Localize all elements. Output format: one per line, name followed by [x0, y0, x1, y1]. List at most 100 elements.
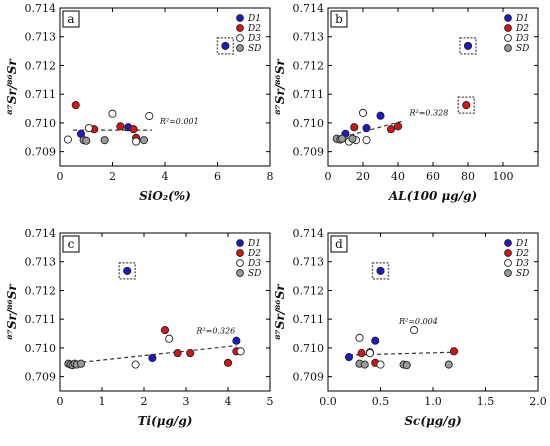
legend-marker-D3 — [236, 259, 244, 267]
point-D3 — [84, 124, 93, 133]
legend-marker-SD — [236, 269, 244, 277]
point-SD — [76, 359, 86, 368]
legend-marker-D2 — [504, 249, 512, 257]
panel-a: 0.709 0.710 0.711 0.712 0.713 0.714 0 2 4 6 8 SiO₂(… — [5, 2, 274, 203]
y-tick-label: 0.711 — [293, 313, 325, 326]
point-D3 — [108, 109, 117, 118]
outlier-box — [459, 37, 477, 55]
outlier-box — [216, 37, 235, 55]
r2-label: R²=0.326 — [195, 327, 235, 336]
y-tick-label: 0.712 — [293, 284, 325, 297]
y-tick-label: 0.709 — [25, 371, 57, 384]
point-D1 — [376, 266, 385, 275]
panel-d: 0.709 0.710 0.711 0.712 0.713 0.714 0.0 0.5 1.0 1… — [273, 227, 547, 428]
panel-letter-box — [62, 10, 80, 28]
point-SD — [444, 360, 453, 369]
legend-label-D1: D1 — [247, 14, 261, 24]
point-D1 — [123, 266, 132, 275]
y-tick-label: 0.711 — [293, 88, 325, 101]
legend-marker-SD — [236, 44, 244, 52]
point-D1 — [362, 124, 371, 133]
y-tick-label: 0.709 — [293, 146, 325, 159]
point-D2 — [160, 326, 170, 335]
x-tick-label: 40 — [391, 170, 405, 183]
point-D2 — [350, 123, 359, 132]
point-D3 — [362, 136, 371, 145]
point-D3 — [355, 333, 364, 342]
legend-label-D1: D1 — [515, 239, 529, 249]
point-D2 — [393, 122, 403, 131]
x-tick-label: 2.0 — [529, 395, 547, 408]
x-axis-label: Ti(μg/g) — [138, 414, 193, 428]
y-tick-label: 0.713 — [293, 256, 325, 269]
y-tick-label: 0.713 — [25, 31, 57, 44]
r2-label: R²=0.328 — [409, 108, 449, 117]
legend-marker-SD — [504, 44, 512, 52]
point-D3 — [132, 137, 141, 146]
legend-marker-D3 — [236, 34, 244, 42]
point-D1 — [371, 336, 380, 345]
point-D1 — [221, 41, 230, 50]
outlier-box — [118, 262, 136, 280]
x-tick-label: 0 — [57, 170, 64, 183]
plot-frame — [59, 232, 271, 392]
point-SD — [337, 134, 347, 143]
y-tick-label: 0.712 — [25, 59, 57, 72]
x-tick-label: 8 — [267, 170, 274, 183]
y-tick-label: 0.709 — [25, 146, 57, 159]
y-tick-label: 0.710 — [25, 117, 57, 130]
panel-letter: a — [67, 12, 74, 26]
legend-label-D3: D3 — [515, 259, 529, 269]
panel-c: 0.709 0.710 0.711 0.712 0.713 0.714 0 1 2 3 4 5 Ti(μ… — [5, 227, 274, 428]
y-axis-label: ⁸⁷Sr/⁸⁶Sr — [273, 283, 287, 340]
point-SD — [348, 134, 357, 143]
legend-label-SD: SD — [248, 269, 261, 279]
x-tick-label: 3 — [183, 395, 190, 408]
panel-letter: b — [335, 12, 343, 26]
plot-frame — [327, 7, 539, 167]
x-tick-label: 4 — [225, 395, 232, 408]
y-tick-label: 0.710 — [293, 342, 325, 355]
outlier-box — [457, 96, 475, 114]
legend-label-SD: SD — [516, 269, 529, 279]
y-tick-label: 0.709 — [293, 371, 325, 384]
point-D2 — [129, 125, 138, 134]
point-SD — [139, 136, 149, 145]
legend-label-D2: D2 — [247, 24, 261, 34]
point-D3 — [365, 349, 375, 358]
legend-marker-D2 — [504, 24, 512, 32]
y-tick-label: 0.711 — [25, 313, 57, 326]
point-D2 — [116, 122, 125, 131]
legend-marker-SD — [504, 269, 512, 277]
point-D2 — [357, 349, 366, 358]
x-tick-label: 100 — [493, 170, 514, 183]
panel-letter-box — [62, 235, 80, 253]
y-axis-label: ⁸⁷Sr/⁸⁶Sr — [5, 58, 19, 115]
panel-letter: d — [335, 237, 343, 251]
y-tick-label: 0.713 — [25, 256, 57, 269]
x-tick-label: 6 — [214, 170, 221, 183]
y-tick-label: 0.711 — [25, 88, 57, 101]
y-tick-label: 0.713 — [293, 31, 325, 44]
point-SD — [100, 136, 109, 145]
legend-label-D2: D2 — [515, 249, 529, 259]
legend-marker-D1 — [236, 239, 244, 247]
point-D1 — [148, 353, 157, 363]
point-D3 — [410, 326, 419, 335]
x-axis-label: Sc(μg/g) — [404, 414, 461, 428]
legend-marker-D2 — [236, 24, 244, 32]
point-D2 — [186, 349, 195, 358]
panel-letter-box — [330, 10, 348, 28]
y-axis-label: ⁸⁷Sr/⁸⁶Sr — [273, 58, 287, 115]
y-tick-label: 0.712 — [25, 284, 57, 297]
point-D3 — [131, 360, 140, 369]
point-D2 — [173, 349, 182, 358]
r2-label: R²=0.004 — [398, 317, 438, 326]
legend-marker-D1 — [504, 14, 512, 22]
legend-marker-D1 — [236, 14, 244, 22]
y-tick-label: 0.714 — [25, 227, 57, 240]
y-tick-label: 0.714 — [293, 227, 325, 240]
point-D1 — [376, 111, 385, 120]
x-tick-label: 1.0 — [424, 395, 442, 408]
legend-marker-D2 — [236, 249, 244, 257]
